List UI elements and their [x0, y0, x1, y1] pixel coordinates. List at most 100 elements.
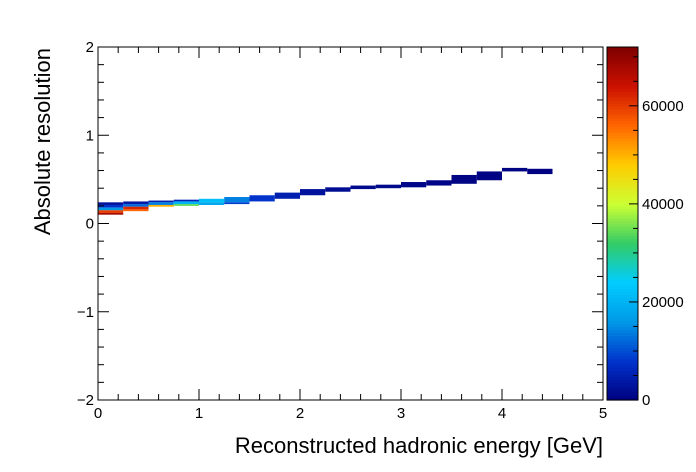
- colorbar-segment: [607, 282, 638, 286]
- x-tick-label: 4: [498, 405, 506, 422]
- heatmap-cell: [98, 212, 124, 215]
- y-tick-label: 0: [86, 216, 94, 233]
- heatmap-cell: [451, 174, 477, 184]
- colorbar-segment: [607, 82, 638, 86]
- colorbar-segment: [607, 279, 638, 283]
- colorbar-segment: [607, 173, 638, 178]
- colorbar-segment: [607, 108, 638, 113]
- colorbar-segment: [607, 117, 638, 122]
- heatmap-cell: [350, 185, 376, 190]
- colorbar-segment: [607, 129, 638, 133]
- y-tick-label: −2: [77, 392, 94, 409]
- x-tick-label: 2: [296, 405, 304, 422]
- x-tick-label: 0: [94, 405, 102, 422]
- colorbar-segment: [607, 67, 638, 72]
- heatmap-cell: [148, 202, 174, 205]
- colorbar-segment: [607, 52, 638, 57]
- colorbar-segment: [607, 291, 638, 295]
- colorbar-segment: [607, 58, 638, 63]
- colorbar-segment: [607, 123, 638, 128]
- heatmap-cell: [148, 204, 174, 207]
- colorbar-segment: [607, 358, 638, 363]
- colorbar-segment: [607, 102, 638, 107]
- colorbar-segment: [607, 376, 638, 381]
- colorbar-segment: [607, 182, 638, 186]
- colorbar-segment: [607, 99, 638, 104]
- colorbar-segment: [607, 299, 638, 304]
- colorbar-segment: [607, 261, 638, 266]
- colorbar-segment: [607, 202, 638, 207]
- plot-area: [98, 47, 603, 400]
- heatmap-cell: [502, 167, 528, 172]
- colorbar-segment: [607, 367, 638, 372]
- colorbar-segment: [607, 61, 638, 66]
- colorbar-segment: [607, 264, 638, 269]
- colorbar-segment: [607, 138, 638, 142]
- colorbar-segment: [607, 214, 638, 219]
- colorbar-segment: [607, 285, 638, 289]
- x-axis-title: Reconstructed hadronic energy [GeV]: [235, 433, 603, 458]
- heatmap-cell: [148, 200, 174, 203]
- colorbar-segment: [607, 211, 638, 216]
- colorbar-segment: [607, 149, 638, 154]
- heatmap-cell: [123, 206, 149, 210]
- colorbar-segment: [607, 88, 638, 92]
- colorbar-segment: [607, 226, 638, 230]
- y-axis: −2 −1 0 1 2: [77, 39, 603, 409]
- colorbar-segment: [607, 323, 638, 328]
- colorbar-segment: [607, 238, 638, 242]
- y-tick-label: 1: [86, 127, 94, 144]
- colorbar-segment: [607, 114, 638, 119]
- heatmap-cell: [173, 204, 199, 206]
- colorbar-frame: [606, 46, 639, 401]
- colorbar-segment: [607, 379, 638, 383]
- colorbar-segment: [607, 341, 638, 345]
- colorbar-segment: [607, 344, 638, 348]
- heatmap-cell: [173, 199, 199, 202]
- heatmap-cell: [98, 210, 124, 213]
- colorbar-segment: [607, 338, 638, 342]
- colorbar-segment: [607, 70, 638, 75]
- colorbar-segment: [607, 179, 638, 183]
- y-tick-label: 2: [86, 39, 94, 56]
- colorbar-tick-label: 40000: [642, 196, 684, 213]
- colorbar-segment: [607, 155, 638, 160]
- colorbar-segment: [607, 355, 638, 360]
- heatmap-cell: [98, 207, 124, 211]
- colorbar-segment: [607, 197, 638, 201]
- colorbar-segment: [607, 176, 638, 180]
- colorbar-segment: [607, 252, 638, 257]
- heatmap-cell: [173, 201, 199, 205]
- colorbar-segment: [607, 311, 638, 316]
- x-tick-label: 1: [195, 405, 203, 422]
- heatmap-cell: [300, 189, 326, 196]
- colorbar-segment: [607, 320, 638, 325]
- x-axis: 0 1 2 3 4 5: [94, 47, 607, 422]
- colorbar-segment: [607, 258, 638, 263]
- colorbar-segment: [607, 79, 638, 83]
- colorbar-segment: [607, 332, 638, 336]
- colorbar-segment: [607, 249, 638, 254]
- colorbar-segment: [607, 111, 638, 116]
- colorbar-segment: [607, 288, 638, 292]
- colorbar-segment: [607, 373, 638, 378]
- heatmap-cell: [199, 202, 225, 205]
- heatmap-cell: [224, 197, 250, 203]
- colorbar-segment: [607, 273, 638, 278]
- colorbar-segment: [607, 85, 638, 89]
- heatmap-cell: [401, 182, 427, 188]
- colorbar-segment: [607, 132, 638, 136]
- heatmap-cell: [224, 202, 250, 205]
- colorbar-segment: [607, 255, 638, 260]
- x-tick-label: 3: [397, 405, 405, 422]
- colorbar-segment: [607, 317, 638, 322]
- colorbar-segment: [607, 349, 638, 354]
- colorbar-segment: [607, 385, 638, 389]
- colorbar-segment: [607, 382, 638, 386]
- colorbar-segment: [607, 55, 638, 60]
- colorbar-segment: [607, 217, 638, 222]
- heatmap-cell: [426, 180, 452, 186]
- heatmap-cell: [325, 187, 351, 192]
- colorbar-segment: [607, 267, 638, 272]
- colorbar-segment: [607, 47, 638, 51]
